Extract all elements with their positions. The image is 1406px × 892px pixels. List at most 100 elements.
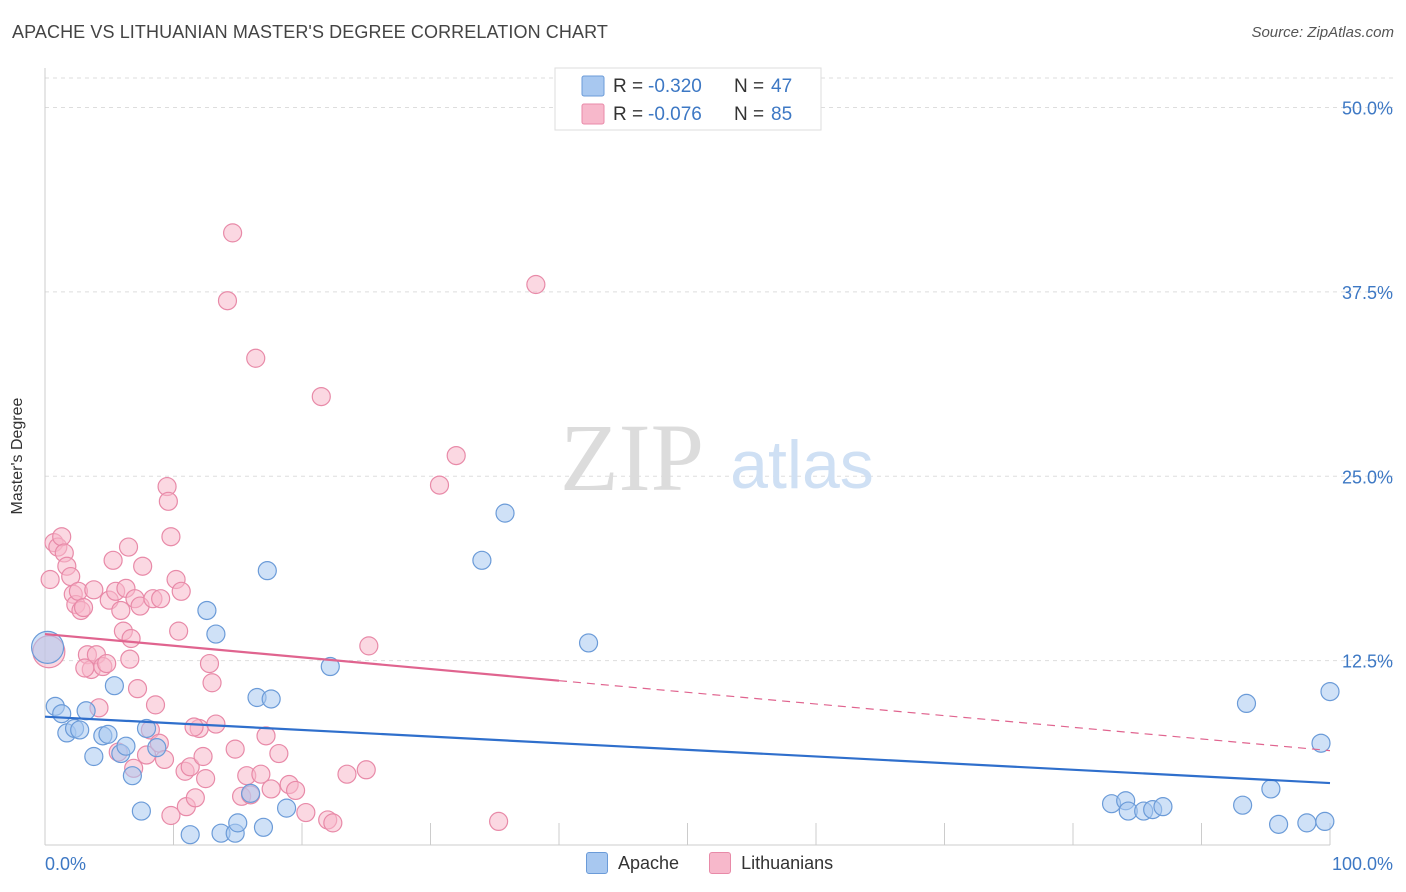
legend-apache-label: Apache [618,852,680,873]
apache-point-7 [84,746,104,767]
lithuanians-point-1 [40,569,60,590]
lithuanians-point-39 [151,589,171,609]
apache-point-23 [241,783,261,803]
apache-point-13 [122,766,142,786]
chart-title: APACHE VS LITHUANIAN MASTER'S DEGREE COR… [12,22,608,42]
apache-point-9 [98,724,118,744]
lithuanians-point-52 [193,746,213,767]
legend-apache-n-label: N = [734,76,764,97]
y-tick-label-1: 25.0% [1342,467,1393,487]
apache-point-16 [147,738,167,758]
lithuanians-trend-dashed [558,680,1331,752]
lithuanians-point-83 [296,802,316,823]
legend-lith-label: Lithuanians [741,852,834,873]
apache-point-33 [1268,814,1289,834]
source-credit: Source: ZipAtlas.com [1251,24,1394,41]
apache-point-6 [76,701,96,721]
lithuanians-point-4 [52,527,72,547]
x-tick-label-1: 100.0% [1332,854,1393,874]
apache-point-26 [257,561,277,581]
legend-item-apache: Apache [586,852,679,874]
lithuanians-point-68 [285,780,306,801]
trend-lines [44,632,1331,785]
watermark: ZIP atlas [560,404,874,511]
lithuanians-point-74 [359,636,379,656]
lithuanians-point-71 [323,813,343,833]
lithuanians-point-21 [103,550,123,570]
legend-lith-box [709,852,732,874]
apache-point-5 [70,720,90,740]
lithuanians-point-15 [84,580,104,600]
lithuanians-point-73 [356,760,376,780]
apache-point-29 [320,656,340,677]
apache-point-25 [253,817,274,837]
watermark-zip: ZIP [560,404,704,511]
lithuanians-point-45 [169,621,189,641]
legend-lith-r-label: R = [613,104,643,125]
lithuanians-point-66 [269,743,289,764]
apache-point-31 [495,503,515,523]
lithuanians-point-78 [526,274,546,295]
apache-point-46 [1320,681,1340,702]
legend-apache-swatch [581,75,605,97]
lithuanians-point-77 [489,811,509,832]
lithuanians-point-69 [311,387,331,407]
legend-series: Apache Lithuanians [586,852,863,874]
lithuanians-point-57 [217,291,238,311]
apache-point-12 [116,736,136,756]
lithuanians-point-62 [246,348,266,368]
lithuanians-point-12 [73,597,94,618]
apache-point-45 [1315,811,1335,832]
lithuanians-point-56 [206,714,226,734]
lithuanians-point-79 [75,658,95,678]
apache-points [30,503,1340,845]
legend-lith-n-value: 85 [771,104,792,125]
y-tick-labels: 12.5% 25.0% 37.5% 50.0% [1342,99,1393,672]
lithuanians-point-31 [127,679,148,699]
apache-point-2 [52,704,72,724]
apache-point-17 [180,825,200,845]
apache-point-18 [206,624,226,644]
legend-apache-r-value: -0.320 [648,76,702,97]
lithuanians-point-50 [185,788,205,808]
lithuanians-point-46 [171,581,191,601]
legend-apache-n-value: 47 [771,76,792,97]
lithuanians-point-58 [223,223,243,243]
lithuanians-point-84 [161,805,181,826]
apache-point-44 [1311,733,1331,753]
legend-apache-r-label: R = [613,76,643,97]
legend-lith-r-value: -0.076 [648,104,702,125]
lithuanians-point-24 [111,600,131,621]
legend-lith-swatch [581,103,605,125]
axes [44,68,1331,846]
lithuanians-point-49 [180,757,200,777]
y-tick-label-2: 37.5% [1342,283,1393,303]
legend-item-lithuanians: Lithuanians [709,852,833,874]
apache-point-42 [1261,779,1281,799]
lithuanians-point-64 [256,726,276,746]
apache-point-14 [131,801,151,821]
apache-point-10 [104,676,124,696]
lithuanians-point-27 [118,537,139,557]
y-tick-label-3: 50.0% [1342,99,1393,119]
apache-trend-solid [44,715,1331,785]
lithuanians-point-55 [202,673,222,693]
lithuanians-point-63 [251,764,271,784]
apache-point-32 [578,633,599,653]
apache-point-0 [30,630,65,664]
apache-point-30 [472,550,492,570]
legend-stats: R = -0.320 N = 47 R = -0.076 N = 85 [554,67,822,131]
x-tick-labels: 0.0% 100.0% [45,854,1393,874]
apache-point-43 [1297,813,1317,833]
lithuanians-point-82 [225,739,245,759]
lithuanians-point-33 [133,556,153,576]
grid-lines [45,77,1393,662]
watermark-atlas: atlas [730,427,874,503]
apache-point-15 [136,718,157,739]
apache-point-40 [1233,795,1253,815]
lithuanians-point-28 [120,649,140,669]
legend-lith-n-label: N = [734,104,764,125]
lithuanians-point-81 [184,717,204,737]
lithuanians-point-75 [429,475,450,495]
